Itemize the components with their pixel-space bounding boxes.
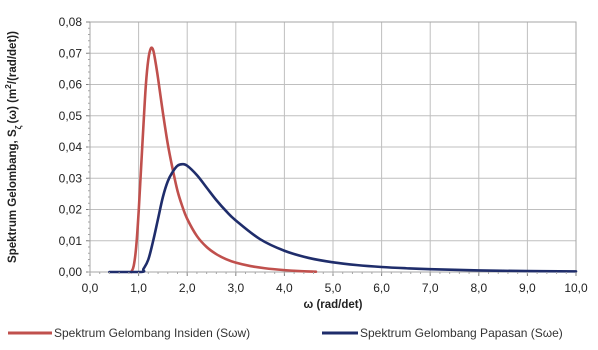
x-tick-label: 1,0 — [130, 281, 147, 295]
x-tick-label: 6,0 — [373, 281, 390, 295]
y-tick-label: 0,05 — [59, 109, 83, 123]
y-tick-label: 0,03 — [59, 171, 83, 185]
legend-label-insiden: Spektrum Gelombang Insiden (Sωw) — [54, 326, 250, 340]
series-line-papasan — [108, 162, 578, 274]
y-tick-label: 0,01 — [59, 234, 83, 248]
series-lines — [108, 46, 578, 274]
x-tick-label: 7,0 — [422, 281, 439, 295]
series-line-insiden — [130, 46, 318, 274]
x-tick-label: 4,0 — [276, 281, 293, 295]
y-axis-title-main: Spektrum Gelombang, S — [7, 129, 19, 263]
y-axis-title-sub: ζ — [13, 125, 23, 129]
legend-label-papasan: Spektrum Gelombang Papasan (Sωe) — [360, 326, 563, 340]
y-tick-label: 0,04 — [59, 140, 83, 154]
y-tick-label: 0,02 — [59, 203, 83, 217]
y-tick-label: 0,07 — [59, 46, 83, 60]
x-tick-label: 2,0 — [179, 281, 196, 295]
x-tick-label: 3,0 — [227, 281, 244, 295]
x-tick-label: 5,0 — [325, 281, 342, 295]
x-tick-label: 8,0 — [470, 281, 487, 295]
x-axis-title: ω (rad/det) — [304, 299, 363, 311]
x-tick-label: 10,0 — [564, 281, 588, 295]
y-axis-title: Spektrum Gelombang, Sζ(ω) (m2/(rad/det)) — [3, 31, 23, 263]
y-axis-ticks: 0,00 0,01 0,02 0,03 0,04 0,05 0,06 0,07 0,08 — [59, 15, 90, 279]
x-axis-ticks: 0,0 1,0 2,0 3,0 4,0 5,0 6,0 7,0 8,0 9,0 10,0 — [82, 272, 588, 295]
x-tick-label: 9,0 — [519, 281, 536, 295]
legend: Spektrum Gelombang Insiden (Sωw) Spektru… — [8, 326, 563, 340]
y-tick-label: 0,06 — [59, 78, 83, 92]
y-tick-label: 0,00 — [59, 265, 83, 279]
gridlines — [89, 21, 577, 273]
x-tick-label: 0,0 — [82, 281, 99, 295]
y-axis-title-sup: 2 — [3, 84, 13, 89]
y-axis-title-rest: (ω) (m — [7, 89, 19, 124]
y-axis-title-end: /(rad/det)) — [7, 31, 19, 84]
y-tick-label: 0,08 — [59, 15, 83, 29]
